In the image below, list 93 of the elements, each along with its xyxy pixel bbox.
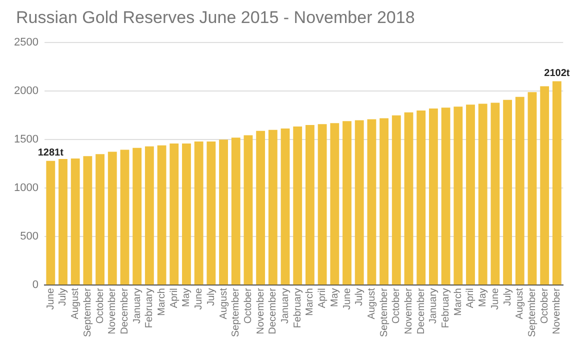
bar <box>466 104 475 285</box>
x-tick-label: February <box>292 288 304 328</box>
bar <box>490 102 500 285</box>
x-tick-label: March <box>304 288 316 316</box>
bar <box>293 126 302 285</box>
bar <box>540 86 550 285</box>
x-tick-label: June <box>342 288 353 310</box>
bar <box>552 81 562 285</box>
x-tick-label: May <box>181 288 192 307</box>
chart-title: Russian Gold Reserves June 2015 - November 2018 <box>15 8 416 29</box>
y-tick-label: 0 <box>32 279 38 292</box>
x-tick-label: July <box>206 288 217 306</box>
x-tick-label: October <box>391 287 402 324</box>
bar <box>380 118 389 285</box>
y-tick-label: 500 <box>20 230 38 243</box>
bar <box>194 142 204 285</box>
bar <box>244 135 253 285</box>
y-tick-label: 1000 <box>14 182 38 194</box>
x-tick-label: November <box>404 287 414 334</box>
bar <box>330 123 340 285</box>
bar <box>528 92 537 285</box>
bar <box>120 150 130 285</box>
x-tick-label: February <box>144 288 156 328</box>
x-tick-label: March <box>452 288 464 316</box>
data-label: 1281t <box>38 148 64 159</box>
x-tick-label: September <box>230 287 242 338</box>
bar <box>58 158 68 285</box>
bar <box>182 143 191 285</box>
x-tick-label: October <box>242 287 254 324</box>
x-tick-label: April <box>168 288 180 308</box>
bar <box>108 152 117 285</box>
y-tick-label: 2500 <box>14 36 38 49</box>
y-tick-label: 2000 <box>14 85 38 98</box>
x-tick-label: January <box>280 288 292 324</box>
x-tick-label: December <box>416 287 427 334</box>
x-tick-label: June <box>45 288 56 310</box>
x-tick-label: May <box>478 288 489 307</box>
x-tick-label: January <box>132 288 143 324</box>
bar <box>144 146 154 285</box>
x-tick-label: August <box>366 288 378 320</box>
x-tick-label: September <box>378 287 390 338</box>
bar <box>256 130 266 285</box>
x-tick-label: November <box>255 287 266 334</box>
bar <box>392 115 401 285</box>
x-tick-label: November <box>552 287 563 334</box>
bar <box>157 145 166 285</box>
bar <box>318 124 327 285</box>
x-tick-label: March <box>156 288 168 316</box>
x-tick-label: November <box>107 287 118 334</box>
y-tick-label: 1500 <box>14 134 38 146</box>
bar <box>441 108 450 285</box>
x-tick-label: June <box>194 288 205 310</box>
x-tick-label: April <box>317 288 328 308</box>
x-tick-label: January <box>428 288 440 324</box>
x-tick-label: August <box>514 288 526 320</box>
x-tick-label: April <box>465 288 476 308</box>
bar <box>478 104 488 285</box>
bar <box>367 119 376 285</box>
x-tick-label: July <box>354 288 366 306</box>
x-tick-label: June <box>490 288 501 310</box>
x-tick-label: July <box>58 288 69 306</box>
x-tick-label: September <box>82 287 94 338</box>
bar <box>268 130 278 285</box>
x-tick-label: October <box>94 287 106 324</box>
x-tick-label: July <box>502 288 514 306</box>
bar <box>342 121 352 285</box>
bar <box>515 96 524 285</box>
x-tick-label: October <box>539 287 550 324</box>
bar <box>206 142 216 285</box>
bar <box>132 148 142 285</box>
x-tick-label: August <box>70 288 82 320</box>
bar <box>280 128 290 285</box>
bar <box>219 140 228 285</box>
bar <box>503 100 512 285</box>
x-tick-label: September <box>526 287 538 338</box>
x-tick-label: May <box>329 288 340 307</box>
data-label: 2102t <box>544 68 570 79</box>
bar <box>354 120 364 285</box>
x-tick-label: December <box>268 287 279 334</box>
bar <box>70 158 80 285</box>
x-tick-label: August <box>218 288 230 320</box>
bar <box>46 160 56 285</box>
bar <box>428 108 438 285</box>
bar <box>416 110 426 285</box>
bar <box>454 106 463 285</box>
bar <box>306 125 314 285</box>
x-tick-label: December <box>119 287 130 334</box>
bar <box>83 156 92 285</box>
bar <box>96 154 104 285</box>
x-tick-label: February <box>440 288 452 328</box>
bar <box>170 143 179 285</box>
bar <box>231 138 240 285</box>
bar <box>404 112 414 285</box>
